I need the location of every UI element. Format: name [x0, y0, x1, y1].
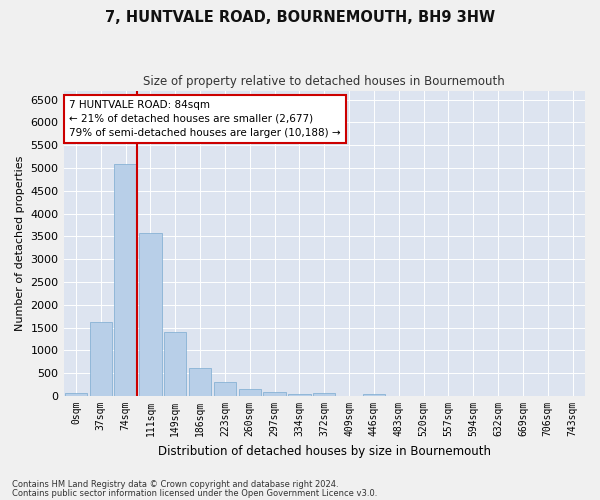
- Bar: [65, 392, 87, 396]
- X-axis label: Distribution of detached houses by size in Bournemouth: Distribution of detached houses by size …: [158, 444, 491, 458]
- Bar: [115, 164, 137, 396]
- Text: Contains HM Land Registry data © Crown copyright and database right 2024.: Contains HM Land Registry data © Crown c…: [12, 480, 338, 489]
- Bar: [363, 394, 385, 396]
- Bar: [288, 394, 311, 396]
- Bar: [214, 382, 236, 396]
- Text: 7 HUNTVALE ROAD: 84sqm
← 21% of detached houses are smaller (2,677)
79% of semi-: 7 HUNTVALE ROAD: 84sqm ← 21% of detached…: [69, 100, 340, 138]
- Title: Size of property relative to detached houses in Bournemouth: Size of property relative to detached ho…: [143, 75, 505, 88]
- Bar: [139, 233, 161, 396]
- Bar: [89, 322, 112, 396]
- Bar: [239, 389, 261, 396]
- Y-axis label: Number of detached properties: Number of detached properties: [15, 156, 25, 331]
- Bar: [164, 332, 187, 396]
- Text: Contains public sector information licensed under the Open Government Licence v3: Contains public sector information licen…: [12, 488, 377, 498]
- Bar: [263, 392, 286, 396]
- Bar: [189, 368, 211, 396]
- Text: 7, HUNTVALE ROAD, BOURNEMOUTH, BH9 3HW: 7, HUNTVALE ROAD, BOURNEMOUTH, BH9 3HW: [105, 10, 495, 25]
- Bar: [313, 394, 335, 396]
